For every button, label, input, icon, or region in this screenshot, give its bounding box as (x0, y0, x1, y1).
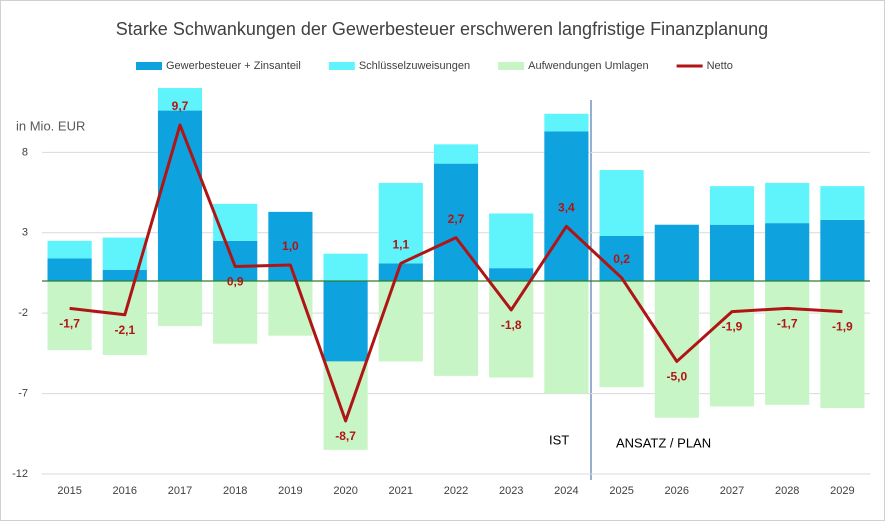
x-tick-label: 2024 (554, 485, 578, 497)
x-tick-label: 2026 (665, 485, 689, 497)
bar (544, 113, 589, 132)
data-label: 3,4 (558, 201, 575, 215)
x-tick-label: 2019 (278, 485, 302, 497)
x-tick-label: 2021 (389, 485, 413, 497)
bar (378, 281, 423, 362)
bars (42, 88, 870, 450)
data-label: 9,7 (172, 99, 189, 113)
legend-label: Gewerbesteuer + Zinsanteil (166, 60, 301, 72)
y-tick-label: -2 (18, 307, 28, 319)
bar (433, 281, 479, 376)
legend-label: Netto (707, 60, 733, 72)
data-label: 1,0 (282, 239, 299, 253)
bar (820, 186, 865, 220)
y-axis-label: in Mio. EUR (16, 118, 85, 133)
bar (433, 144, 479, 164)
bar (433, 163, 479, 282)
x-tick-label: 2028 (775, 485, 799, 497)
x-tick-label: 2016 (113, 485, 137, 497)
bar (599, 170, 644, 236)
bar (323, 281, 368, 362)
data-label: -1,9 (722, 320, 743, 334)
data-label: -1,8 (501, 318, 522, 332)
data-label: -2,1 (114, 323, 135, 337)
legend-swatch (328, 62, 355, 70)
bar (820, 219, 865, 282)
bar (489, 213, 534, 269)
data-label: -8,7 (335, 429, 356, 443)
bar (102, 281, 147, 355)
bar (709, 281, 755, 407)
legend-swatch (136, 62, 162, 70)
y-tick-label: 8 (22, 146, 28, 158)
data-label: 2,7 (448, 212, 465, 226)
data-label: 0,9 (227, 275, 244, 289)
bar (765, 281, 810, 405)
bar (820, 281, 865, 409)
legend-label: Aufwendungen Umlagen (528, 60, 648, 72)
bar (709, 186, 755, 225)
line (69, 123, 843, 423)
x-tick-label: 2015 (57, 485, 81, 497)
y-tick-label: -12 (12, 468, 28, 480)
bar (378, 182, 423, 264)
chart-title: Starke Schwankungen der Gewerbesteuer er… (116, 19, 768, 39)
x-tick-label: 2020 (333, 485, 357, 497)
x-tick-label: 2017 (168, 485, 192, 497)
bar (268, 211, 313, 282)
bar (102, 269, 147, 282)
data-label: -5,0 (666, 370, 687, 384)
x-tick-label: 2025 (609, 485, 633, 497)
bar (157, 88, 203, 111)
y-tick-label: 3 (22, 227, 28, 239)
y-tick-label: -7 (18, 387, 28, 399)
bar (544, 131, 589, 282)
bar (599, 281, 644, 388)
data-label: 0,2 (613, 252, 630, 266)
bar (599, 235, 644, 282)
bar (323, 253, 368, 282)
bar (489, 281, 534, 378)
x-tick-label: 2027 (720, 485, 744, 497)
bar (213, 240, 258, 282)
data-label: -1,9 (832, 320, 853, 334)
bar (47, 240, 92, 259)
x-tick-label: 2029 (830, 485, 854, 497)
data-label: -1,7 (777, 317, 798, 331)
bar (765, 182, 810, 224)
bar (157, 110, 203, 282)
bar (378, 263, 423, 282)
x-tick-label: 2023 (499, 485, 523, 497)
annotation: IST (549, 432, 569, 447)
bar (47, 258, 92, 282)
legend-label: Schlüsselzuweisungen (359, 60, 470, 72)
bar (654, 224, 699, 282)
bar (157, 281, 203, 327)
x-tick-label: 2018 (223, 485, 247, 497)
x-tick-label: 2022 (444, 485, 468, 497)
data-label: 1,1 (392, 238, 409, 252)
bar (489, 268, 534, 282)
bar (47, 281, 92, 351)
data-label: -1,7 (59, 317, 80, 331)
bar (213, 203, 258, 241)
bar (709, 224, 755, 282)
bar (213, 281, 258, 344)
annotation: ANSATZ / PLAN (616, 435, 711, 450)
bar (765, 223, 810, 282)
bar (544, 281, 589, 394)
legend-swatch (498, 62, 525, 70)
